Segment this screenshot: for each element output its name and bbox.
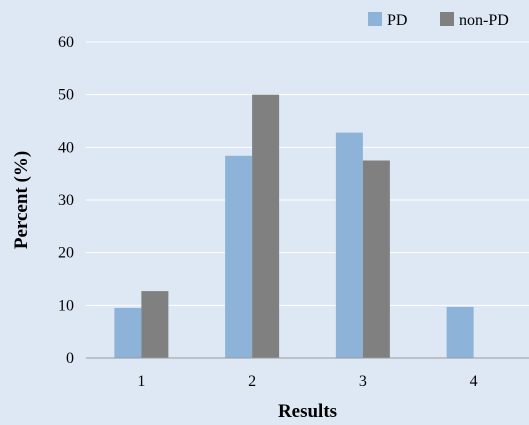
y-tick-label-50: 50 — [58, 87, 74, 104]
y-tick-label-30: 30 — [58, 192, 74, 209]
x-tick-label-1: 1 — [137, 373, 145, 390]
bar-non-pd-1 — [141, 291, 169, 358]
x-tick-label-4: 4 — [470, 373, 478, 390]
y-tick-label-60: 60 — [58, 34, 74, 51]
y-tick-label-20: 20 — [58, 245, 74, 262]
x-tick-label-2: 2 — [248, 373, 256, 390]
y-axis-title: Percent (%) — [11, 151, 32, 249]
legend-label-pd: PD — [387, 12, 407, 29]
gridlines — [86, 41, 529, 306]
x-tick-labels: 1 2 3 4 — [137, 373, 477, 390]
x-tick-label-3: 3 — [359, 373, 367, 390]
y-tick-label-40: 40 — [58, 139, 74, 156]
bar-pd-3 — [335, 132, 363, 358]
bar-pd-2 — [225, 155, 253, 358]
y-tick-labels: 0 10 20 30 40 50 60 — [58, 34, 74, 367]
bar-pd-1 — [114, 307, 142, 358]
bars — [114, 94, 474, 359]
bar-pd-4 — [446, 306, 474, 358]
legend-label-non-pd: non-PD — [459, 12, 509, 29]
legend: PD non-PD — [368, 12, 509, 29]
bar-non-pd-3 — [362, 160, 390, 358]
y-tick-label-10: 10 — [58, 297, 74, 314]
legend-swatch-non-pd — [440, 12, 454, 26]
y-tick-label-0: 0 — [66, 350, 74, 367]
bar-non-pd-2 — [252, 94, 280, 359]
x-axis-title: Results — [278, 401, 337, 422]
legend-swatch-pd — [368, 12, 382, 26]
